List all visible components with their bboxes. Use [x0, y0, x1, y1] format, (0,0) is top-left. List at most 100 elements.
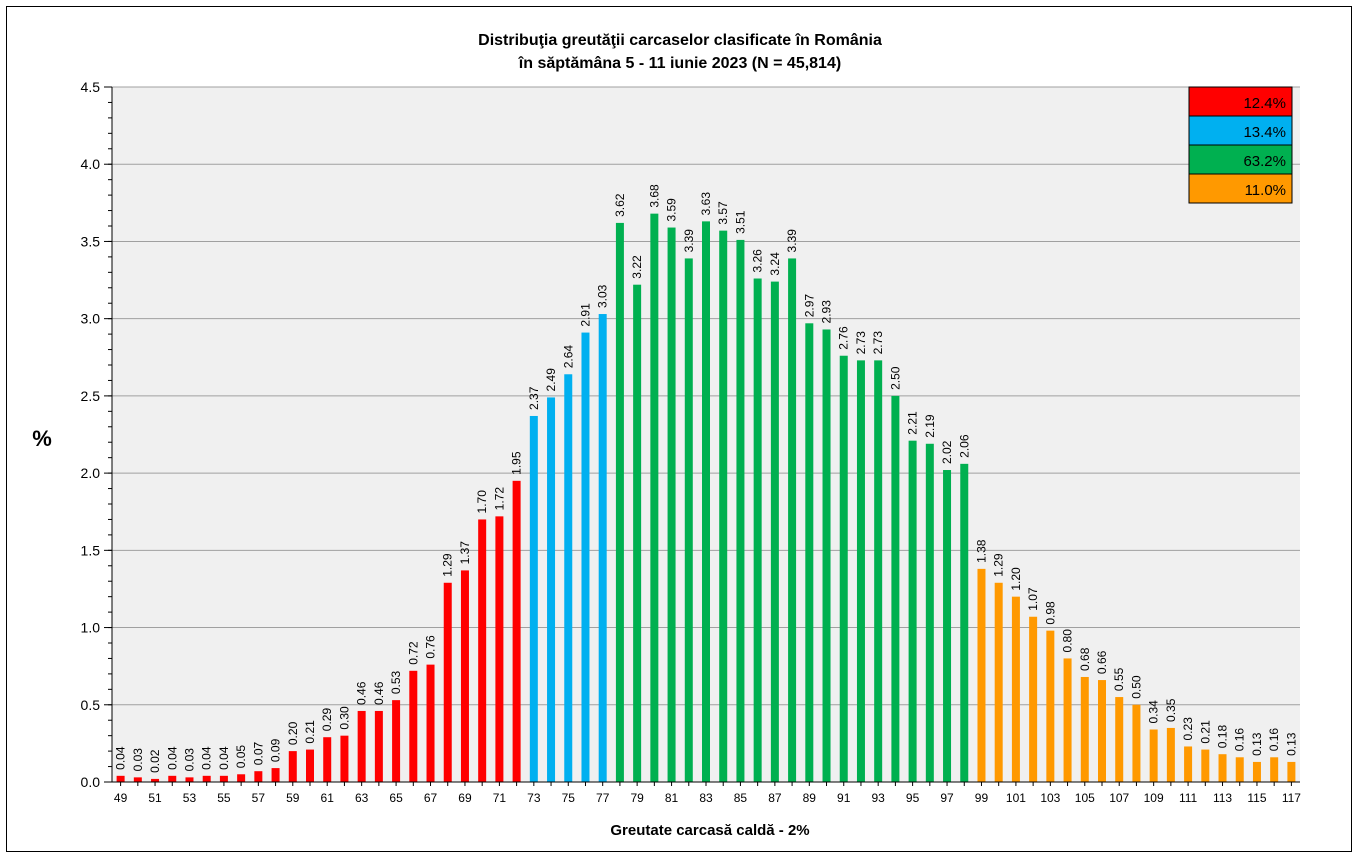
y-tick-label: 4.5 [81, 79, 101, 95]
bar-87 [770, 281, 779, 782]
x-tick-label-87: 87 [768, 791, 782, 805]
bar-50 [133, 777, 142, 782]
bar-114 [1235, 757, 1244, 782]
x-tick-label-93: 93 [871, 791, 885, 805]
x-tick-label-115: 115 [1247, 791, 1266, 805]
y-tick-label: 0.0 [81, 774, 101, 790]
value-label-84: 3.57 [716, 201, 730, 225]
y-tick-label: 2.0 [81, 465, 101, 481]
value-label-66: 0.72 [406, 641, 420, 665]
bar-95 [908, 440, 917, 782]
value-label-53: 0.03 [182, 748, 196, 772]
value-label-99: 1.38 [974, 539, 988, 563]
value-label-50: 0.03 [131, 748, 145, 772]
x-tick-label-71: 71 [493, 791, 507, 805]
value-label-87: 3.24 [768, 252, 782, 276]
value-label-97: 2.02 [940, 440, 954, 464]
bar-117 [1287, 761, 1296, 782]
bar-113 [1218, 754, 1227, 782]
value-label-116: 0.16 [1267, 728, 1281, 752]
bar-97 [943, 470, 952, 782]
value-label-76: 2.91 [578, 303, 592, 327]
bar-67 [426, 664, 435, 782]
x-tick-label-85: 85 [734, 791, 748, 805]
value-label-56: 0.05 [234, 745, 248, 769]
legend-box-2 [1188, 144, 1293, 175]
x-tick-label-65: 65 [389, 791, 403, 805]
bar-54 [202, 775, 211, 782]
bar-101 [1011, 596, 1020, 782]
x-tick-label-67: 67 [424, 791, 438, 805]
x-axis-title: Greutate carcasă caldă - 2% [610, 822, 809, 839]
value-label-112: 0.21 [1198, 720, 1212, 744]
bar-105 [1080, 676, 1089, 782]
bar-92 [856, 360, 865, 782]
value-label-64: 0.46 [372, 681, 386, 705]
value-label-113: 0.18 [1216, 725, 1230, 749]
y-tick-label: 3.5 [81, 233, 101, 249]
bar-93 [874, 360, 883, 782]
bar-72 [512, 480, 521, 782]
value-label-110: 0.35 [1164, 698, 1178, 722]
legend-value-3: 11.0% [1245, 182, 1286, 199]
bar-100 [994, 582, 1003, 782]
value-label-75: 2.64 [561, 345, 575, 369]
value-label-89: 2.97 [802, 294, 816, 318]
bar-116 [1270, 757, 1279, 782]
value-label-114: 0.16 [1233, 728, 1247, 752]
bar-106 [1098, 680, 1106, 782]
chart-title-line2: în săptămâna 5 - 11 iunie 2023 (N = 45,8… [518, 55, 841, 72]
value-label-109: 0.34 [1147, 700, 1161, 724]
x-tick-label-55: 55 [217, 791, 231, 805]
x-tick-label-69: 69 [458, 791, 472, 805]
value-label-105: 0.68 [1078, 647, 1092, 671]
value-label-85: 3.51 [733, 210, 747, 234]
value-label-69: 1.37 [458, 541, 472, 565]
bar-111 [1184, 746, 1193, 782]
bar-66 [409, 670, 418, 782]
x-tick-label-109: 109 [1144, 791, 1164, 805]
value-label-111: 0.23 [1181, 717, 1195, 741]
bar-89 [805, 323, 814, 782]
value-label-72: 1.95 [510, 451, 524, 475]
bar-79 [633, 284, 642, 782]
bar-65 [392, 700, 401, 782]
bar-74 [547, 397, 556, 782]
bar-57 [254, 771, 263, 782]
bar-80 [650, 213, 659, 783]
value-label-117: 0.13 [1284, 732, 1298, 756]
x-tick-label-79: 79 [630, 791, 644, 805]
y-tick-label: 4.0 [81, 156, 101, 172]
x-tick-label-89: 89 [803, 791, 817, 805]
bar-108 [1132, 704, 1141, 782]
value-label-100: 1.29 [992, 553, 1006, 577]
value-label-62: 0.30 [337, 706, 351, 730]
value-label-73: 2.37 [527, 386, 541, 410]
x-tick-label-57: 57 [252, 791, 266, 805]
bar-71 [495, 516, 504, 782]
bar-109 [1149, 729, 1158, 782]
bar-107 [1115, 697, 1124, 782]
x-tick-label-51: 51 [148, 791, 162, 805]
bar-53 [185, 777, 194, 782]
value-label-54: 0.04 [200, 746, 214, 770]
bar-81 [667, 227, 676, 783]
x-tick-label-107: 107 [1109, 791, 1129, 805]
bar-77 [598, 314, 607, 782]
bar-112 [1201, 749, 1210, 782]
value-label-70: 1.70 [475, 490, 489, 514]
bar-84 [719, 230, 728, 783]
x-tick-label-73: 73 [527, 791, 541, 805]
bar-60 [306, 749, 314, 782]
bar-75 [564, 374, 573, 782]
y-tick-label: 0.5 [81, 697, 101, 713]
x-tick-label-99: 99 [975, 791, 989, 805]
bar-88 [788, 258, 797, 782]
value-label-95: 2.21 [906, 411, 920, 435]
value-label-58: 0.09 [269, 738, 283, 762]
bar-55 [219, 775, 228, 782]
bar-115 [1252, 761, 1261, 782]
value-label-52: 0.04 [165, 746, 179, 770]
x-tick-label-101: 101 [1006, 791, 1026, 805]
x-tick-label-83: 83 [699, 791, 713, 805]
